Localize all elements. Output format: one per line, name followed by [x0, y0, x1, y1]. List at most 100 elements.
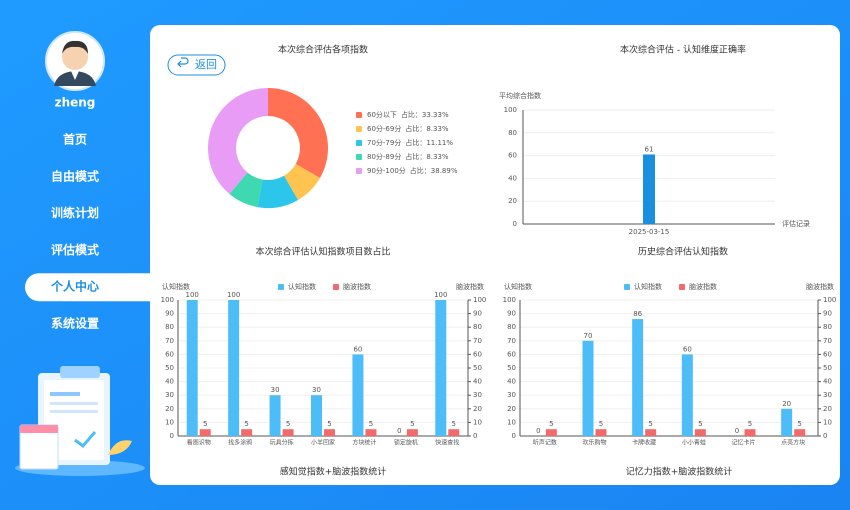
y-tick-label: 10 [507, 418, 516, 426]
user-name: zheng [55, 96, 96, 110]
menu-item[interactable]: 评估模式 [51, 242, 99, 257]
menu-label: 自由模式 [51, 168, 99, 183]
y2-tick-label: 100 [823, 296, 836, 304]
menu-active-bg [25, 273, 165, 302]
y2-tick-label: 10 [473, 418, 482, 426]
bar [744, 429, 756, 436]
y2-tick-label: 40 [473, 378, 482, 386]
data-label: 86 [633, 310, 642, 318]
menu-label: 个人中心 [50, 279, 99, 294]
chart-title: 本次综合评估各项指数 [278, 44, 368, 56]
bar [643, 154, 655, 224]
data-label: 20 [782, 400, 791, 408]
y2-tick-label: 70 [473, 337, 482, 345]
pie-slice [268, 88, 328, 178]
y-tick-label: 0 [513, 220, 517, 228]
legend-value: 占比：8.33% [405, 152, 449, 161]
menu-item[interactable]: 个人中心 [25, 273, 165, 302]
y2-tick-label: 50 [473, 364, 482, 372]
y2-tick-label: 60 [823, 350, 832, 358]
y2-axis-label: 脑波指数 [456, 282, 484, 291]
bar [582, 340, 594, 436]
y2-tick-label: 70 [823, 337, 832, 345]
y2-tick-label: 80 [473, 323, 482, 331]
y-tick-label: 0 [170, 432, 174, 440]
legend-value: 占比：11.11% [405, 138, 453, 147]
y-tick-label: 50 [165, 364, 174, 372]
legend-category: 60分-69分 [367, 124, 401, 133]
x-tick-label: 玩具分拣 [270, 439, 294, 447]
bar [282, 429, 294, 436]
chart-title: 本次综合评估认知指数项目数占比 [255, 246, 390, 258]
y-tick-label: 90 [165, 310, 174, 318]
data-label: 0 [735, 427, 739, 435]
y2-tick-label: 50 [823, 364, 832, 372]
legend-label: 认知指数 [288, 282, 316, 291]
menu-item[interactable]: 首页 [63, 132, 87, 147]
bar [632, 319, 644, 436]
data-label: 100 [186, 291, 199, 299]
bar [352, 354, 364, 436]
avatar [45, 31, 105, 91]
data-label: 60 [683, 345, 692, 353]
y-tick-label: 30 [165, 391, 174, 399]
bar [448, 429, 460, 436]
bar [681, 354, 693, 436]
legend-swatch [278, 284, 284, 290]
y-tick-label: 60 [507, 350, 516, 358]
back-label: 返回 [195, 58, 217, 71]
legend-swatch [333, 284, 339, 290]
chart-caption: 感知觉指数+脑波指数统计 [280, 466, 387, 478]
x-tick-label: 记忆卡片 [731, 439, 755, 447]
legend-category: 90分-100分 [367, 166, 406, 175]
y-tick-label: 70 [165, 337, 174, 345]
y-tick-label: 100 [161, 296, 174, 304]
y-tick-label: 70 [507, 337, 516, 345]
bar [365, 429, 377, 436]
bar [199, 429, 211, 436]
y-tick-label: 50 [507, 364, 516, 372]
bar [311, 395, 322, 436]
data-label: 100 [434, 291, 447, 299]
y-tick-label: 80 [507, 323, 516, 331]
y2-tick-label: 90 [473, 310, 482, 318]
y2-tick-label: 90 [823, 310, 832, 318]
bar [435, 300, 447, 436]
bar [781, 408, 793, 436]
y-axis-label: 平均综合指数 [499, 91, 541, 100]
data-label: 0 [536, 427, 540, 435]
y-tick-label: 40 [165, 378, 174, 386]
data-label: 5 [698, 420, 702, 428]
y2-tick-label: 20 [823, 405, 832, 413]
data-label: 30 [271, 386, 280, 394]
menu-item[interactable]: 训练计划 [51, 205, 99, 220]
back-button[interactable]: 返回 [167, 54, 226, 76]
y2-tick-label: 30 [823, 391, 832, 399]
bar [794, 429, 806, 436]
bar [186, 300, 198, 436]
menu-item[interactable]: 系统设置 [51, 316, 99, 331]
menu-item[interactable]: 自由模式 [51, 168, 99, 183]
data-label: 5 [369, 420, 373, 428]
legend-category: 80分-89分 [367, 152, 401, 161]
chart-caption: 记忆力指数+脑波指数统计 [626, 466, 733, 478]
x-tick-label: 欢乐购物 [582, 439, 606, 447]
data-label: 5 [244, 420, 248, 428]
bar [228, 300, 240, 436]
chart-title: 历史综合评估认知指数 [638, 246, 728, 258]
data-label: 70 [584, 332, 593, 340]
legend-swatch [679, 284, 685, 290]
y2-axis-label: 脑波指数 [806, 282, 834, 291]
y2-tick-label: 40 [823, 378, 832, 386]
data-label: 60 [353, 345, 362, 353]
y2-tick-label: 0 [473, 432, 477, 440]
menu-label: 训练计划 [51, 205, 99, 220]
pie-slice [229, 172, 263, 208]
legend-swatch [356, 126, 362, 132]
chart-title: 本次综合评估 - 认知维度正确率 [620, 44, 746, 56]
y-tick-label: 10 [165, 418, 174, 426]
y2-tick-label: 10 [823, 418, 832, 426]
data-label: 61 [645, 145, 654, 153]
x-tick-label: 点亮方块 [781, 439, 805, 447]
